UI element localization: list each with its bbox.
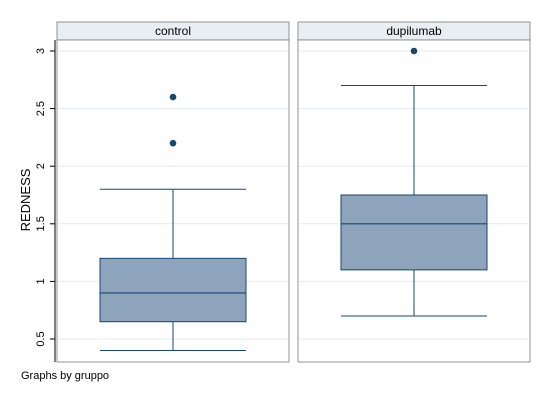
y-tick-label-4: 2.5 (35, 101, 47, 116)
y-tick-label-0: 0.5 (35, 331, 47, 346)
graph-note: Graphs by gruppo (21, 370, 110, 382)
y-tick-label-5: 3 (35, 48, 47, 54)
y-tick-label-1: 1 (35, 278, 47, 284)
outlier-control-0 (169, 139, 177, 147)
box-dupilumab (340, 194, 488, 271)
panel-label-dupilumab: dupilumab (386, 24, 442, 38)
panel-label-control: control (155, 24, 191, 38)
outlier-control-1 (169, 93, 177, 101)
y-tick-label-3: 2 (35, 163, 47, 169)
y-tick-label-2: 1.5 (35, 216, 47, 231)
box-control (99, 257, 247, 323)
outlier-dupilumab-0 (410, 47, 418, 55)
y-axis-label: REDNESS (18, 168, 33, 231)
